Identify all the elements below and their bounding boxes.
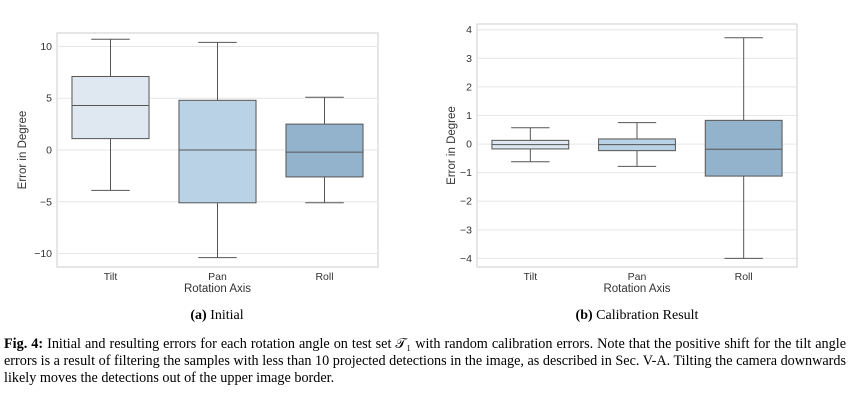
subcaption-label: (a) [190,308,207,323]
chart-1: 10 5 0 −5 −10 Tilt Pan Roll Rotation Axis Error i… [17,32,379,323]
x-tick-label: Pan [628,271,647,283]
y-tick-label: −2 [460,196,472,208]
x-tick-label: Tilt [104,271,118,283]
y-tick-label: −10 [34,248,52,260]
box-pan [178,99,257,204]
y-axis-label: Error in Degree [17,111,29,190]
subcaption: (a) Initial [190,308,243,323]
y-tick-label: −4 [460,253,472,265]
box-roll [285,123,364,178]
y-tick-label: −5 [40,196,52,208]
x-tick-label: Pan [208,271,227,283]
subcaption-text: Initial [207,308,244,323]
box-roll [704,119,783,177]
x-tick-label: Roll [315,271,333,283]
figure-caption: Fig. 4: Initial and resulting errors for… [4,336,846,387]
y-tick-label: 1 [466,110,472,122]
x-axis-label: Rotation Axis [603,283,670,295]
chart-2: 4 3 2 1 0 −1 −2 −3 −4 Tilt Pan Roll Rotation Axis Err… [446,23,798,323]
x-axis-label: Rotation Axis [184,283,251,295]
x-tick-label: Roll [735,271,753,283]
x-tick-label: Tilt [524,271,538,283]
y-tick-label: 2 [466,81,472,93]
subcaption-label: (b) [576,308,593,323]
caption-text: Initial and resulting errors for each ro… [4,336,846,386]
y-tick-label: 4 [466,24,472,36]
y-tick-label: 3 [466,53,472,65]
caption-label: Fig. 4: [4,336,44,352]
y-axis-label: Error in Degree [446,106,458,185]
y-tick-label: 10 [40,41,52,53]
y-tick-label: 0 [46,145,52,157]
y-tick-label: −3 [460,224,472,236]
subcaption-text: Calibration Result [593,308,699,323]
subcaption: (b) Calibration Result [576,308,699,323]
y-tick-label: 5 [46,93,52,105]
y-tick-label: 0 [466,139,472,151]
y-tick-label: −1 [460,167,472,179]
box-tilt [71,75,150,140]
